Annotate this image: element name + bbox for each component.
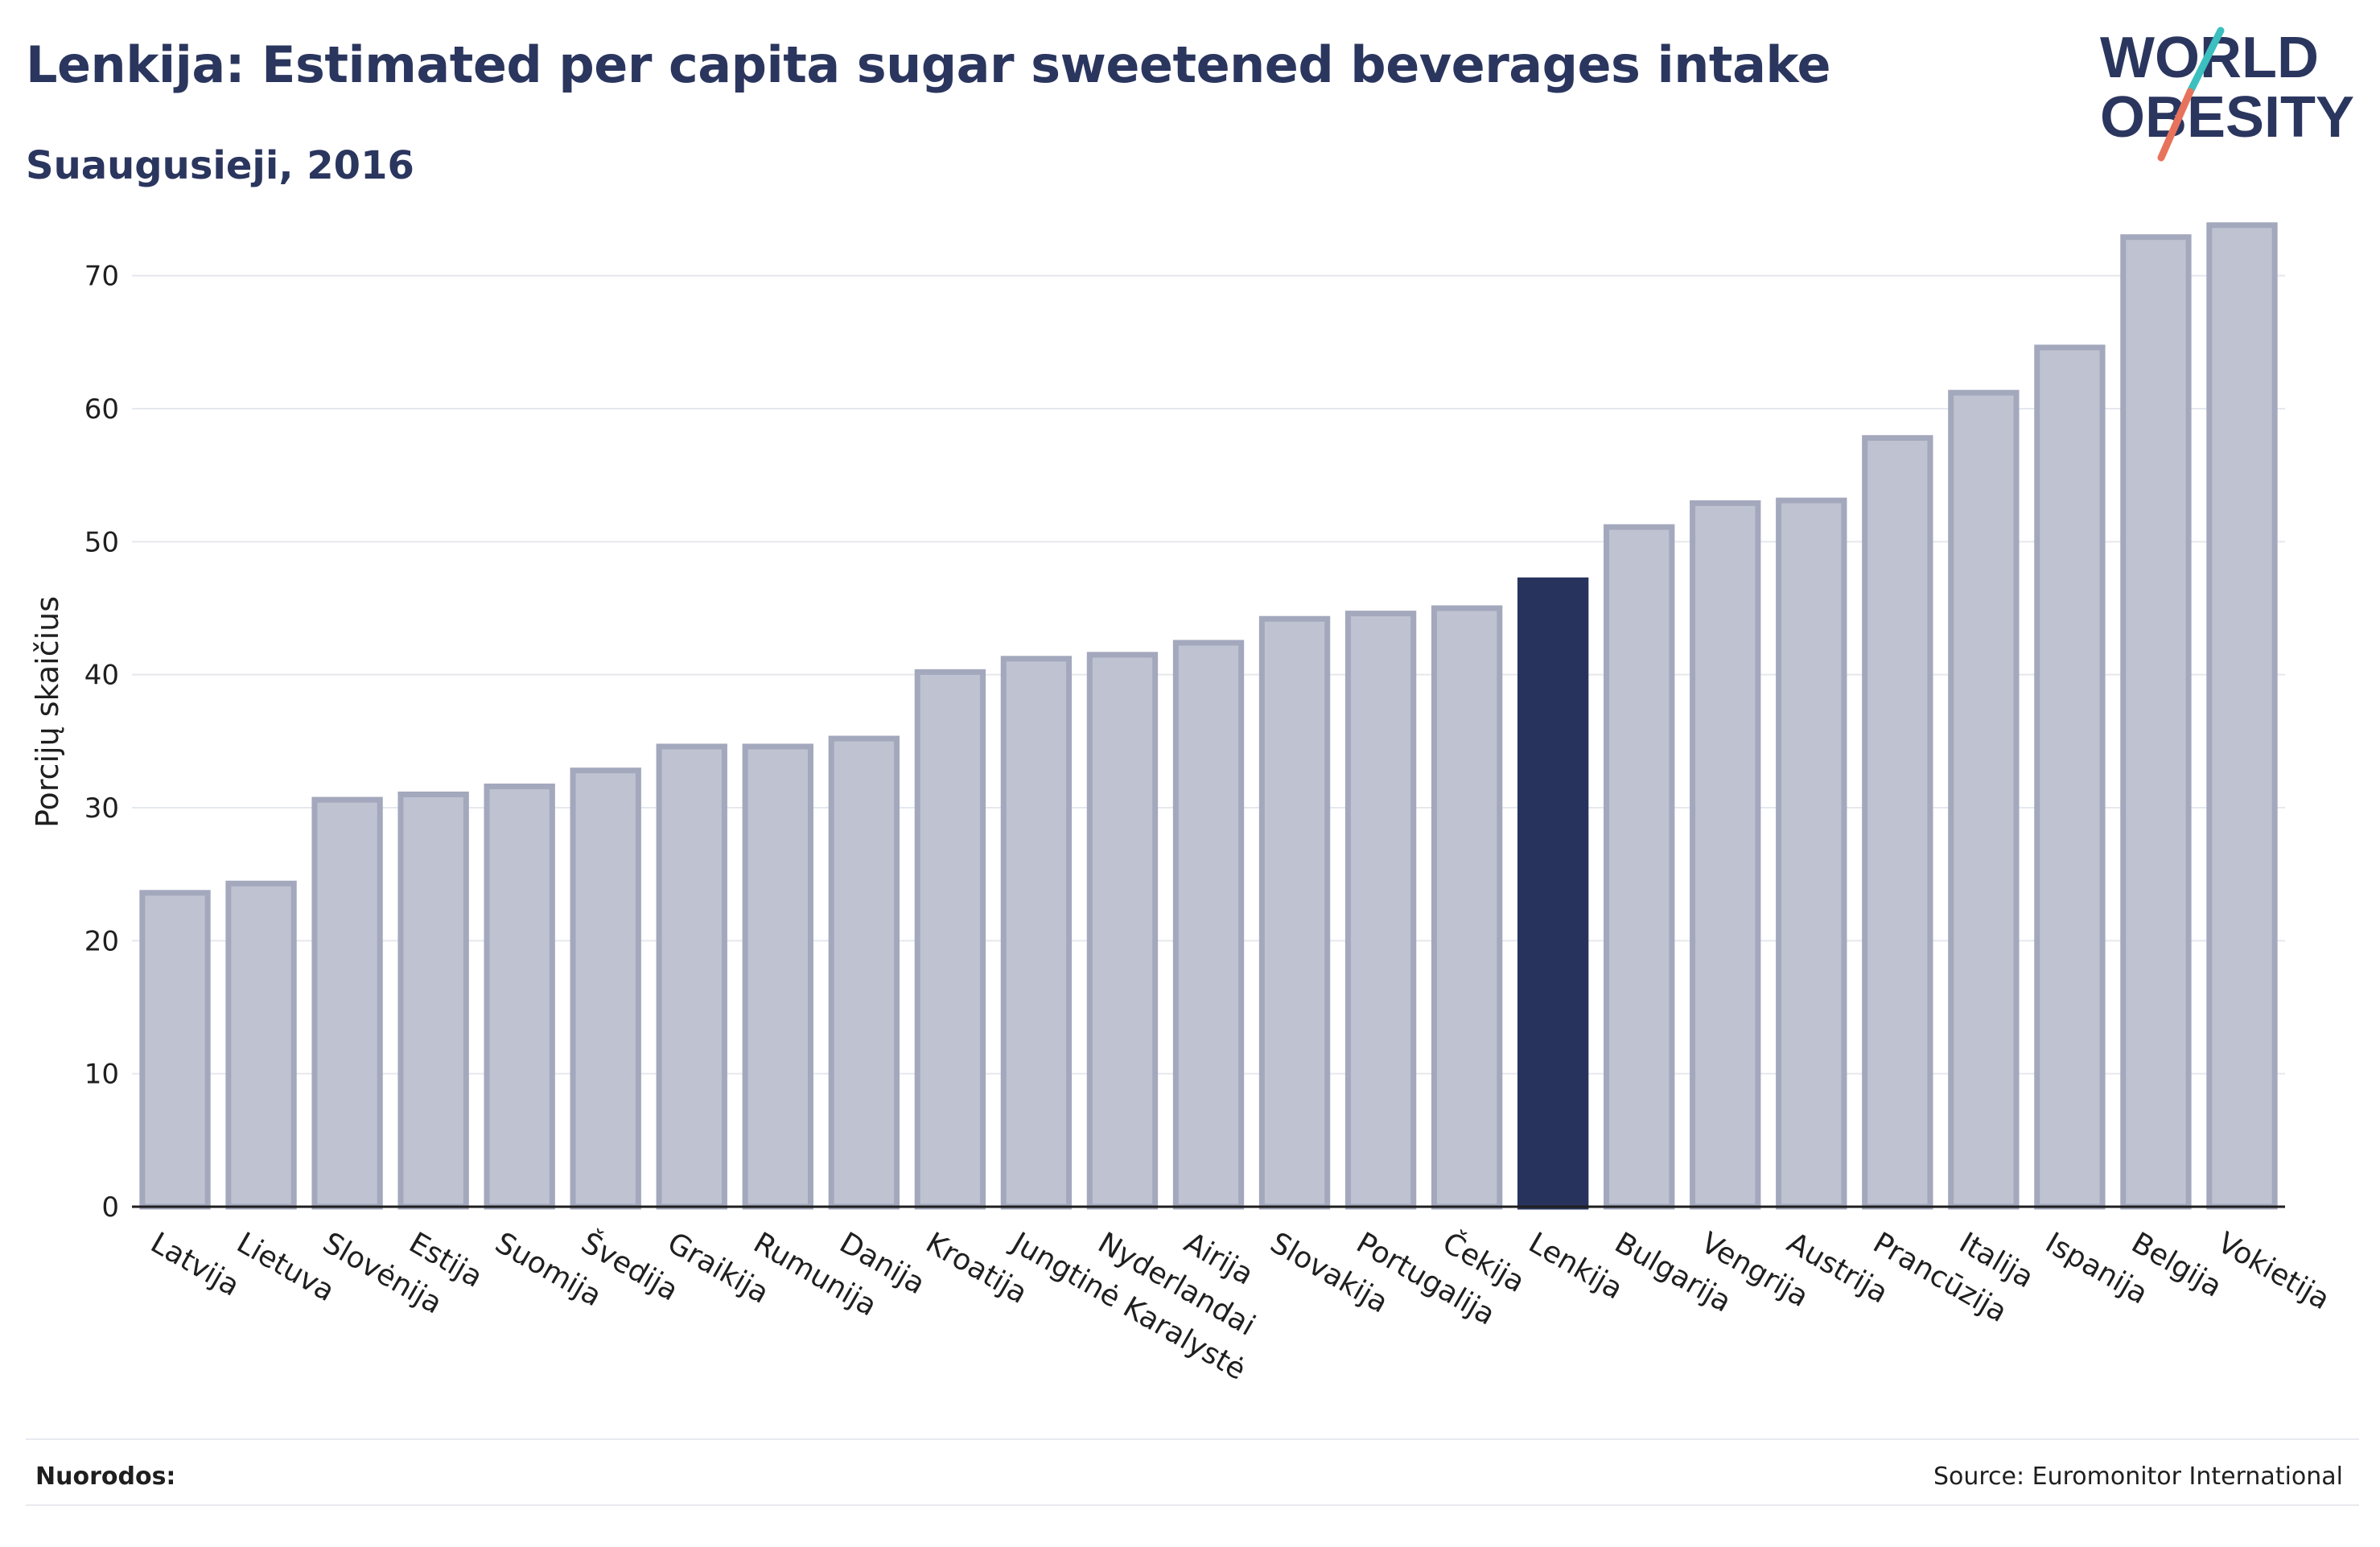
bar-švedija: [570, 767, 641, 1210]
bar-jungtinė-karalystė: [1000, 656, 1073, 1210]
bar-latvija: [139, 890, 211, 1210]
y-axis-label: Porcijų skaičius: [30, 596, 65, 828]
bar-nyderlandai: [1086, 652, 1159, 1210]
chart-subtitle: Suaugusieji, 2016: [26, 143, 414, 188]
bar-prancūzija: [1862, 434, 1933, 1210]
bar-graikija: [656, 743, 727, 1210]
bar-rumunija: [742, 743, 813, 1210]
bar-belgija: [2120, 234, 2192, 1210]
logo-slash-top: [2186, 27, 2225, 96]
footer-divider-bottom: [26, 1504, 2359, 1506]
bar-suomija: [484, 784, 555, 1210]
bar-čekija: [1431, 605, 1503, 1210]
footer-references-label: Nuorodos:: [35, 1463, 176, 1491]
y-tick-label: 10: [84, 1059, 119, 1091]
bar-slovėnija: [311, 796, 383, 1210]
bar-portugalija: [1344, 611, 1417, 1210]
bar-kroatija: [914, 669, 986, 1210]
y-tick-label: 30: [84, 792, 119, 825]
bar-ispanija: [2034, 344, 2106, 1210]
x-tick-label: Vokietija: [2212, 1226, 2335, 1316]
logo-text-obesity: OBESITY: [2100, 85, 2354, 150]
y-tick-label: 40: [84, 660, 119, 692]
x-tick-label: Lietuva: [231, 1226, 340, 1308]
footer-divider-top: [26, 1438, 2359, 1440]
y-tick-label: 0: [101, 1191, 119, 1224]
y-tick-label: 50: [84, 526, 119, 558]
x-tick-label: Lenkija: [1523, 1226, 1629, 1306]
y-tick-label: 20: [84, 925, 119, 957]
bar-danija: [828, 735, 900, 1210]
footer-source: Source: Euromonitor International: [1933, 1463, 2343, 1491]
bar-vokietija: [2206, 222, 2278, 1210]
logo-slash-bottom: [2157, 88, 2194, 162]
chart-title: Lenkija: Estimated per capita sugar swee…: [26, 35, 1831, 94]
world-obesity-logo: WORLD OBESITY: [2100, 26, 2354, 162]
bar-austrija: [1776, 497, 1847, 1210]
bar-bulgarija: [1604, 524, 1675, 1210]
bar-lietuva: [225, 880, 297, 1210]
bar-lenkija: [1517, 577, 1589, 1210]
x-tick-label: Latvija: [145, 1226, 245, 1302]
bar-airija: [1172, 640, 1245, 1210]
bar-italija: [1948, 389, 2020, 1210]
y-tick-label: 70: [84, 261, 119, 293]
bars: [139, 222, 2278, 1210]
bar-estija: [397, 791, 469, 1210]
bar-slovakija: [1258, 615, 1331, 1210]
y-tick-label: 60: [84, 393, 119, 426]
bar-vengrija: [1690, 500, 1761, 1210]
